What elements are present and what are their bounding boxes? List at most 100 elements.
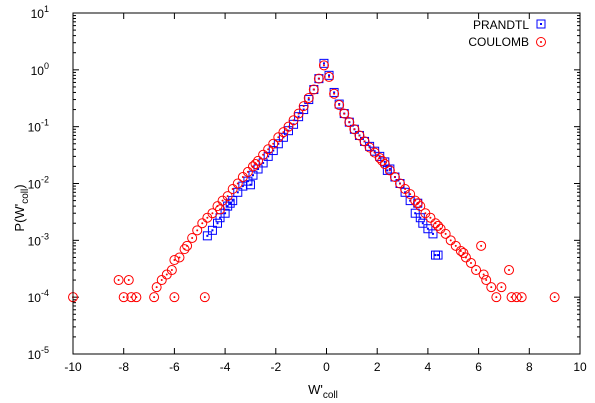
data-point-center-prandtl xyxy=(307,98,310,101)
data-point-center-prandtl xyxy=(338,103,341,106)
data-point-prandtl xyxy=(428,229,438,239)
data-point-coulomb xyxy=(433,220,444,231)
data-point-coulomb xyxy=(455,245,466,256)
data-point-center-coulomb xyxy=(409,193,412,196)
data-point-coulomb xyxy=(458,247,469,258)
data-point-prandtl xyxy=(207,225,217,235)
data-point-center-prandtl xyxy=(272,149,275,152)
data-point-center-coulomb xyxy=(437,224,440,227)
data-point-center-coulomb xyxy=(520,296,523,299)
data-point-center-prandtl xyxy=(216,222,219,225)
x-tick-label: -8 xyxy=(118,360,129,374)
data-point-center-coulomb xyxy=(322,64,325,67)
data-point-coulomb xyxy=(425,212,436,223)
data-point-coulomb xyxy=(179,244,190,255)
data-point-center-coulomb xyxy=(178,256,181,259)
data-point-center-prandtl xyxy=(419,216,422,219)
data-point-coulomb xyxy=(212,201,223,212)
data-point-center-coulomb xyxy=(251,165,254,168)
data-point-center-coulomb xyxy=(343,112,346,115)
legend-marker-prandtl xyxy=(536,19,546,29)
data-point-coulomb xyxy=(242,166,253,177)
data-point-center-coulomb xyxy=(454,244,457,247)
data-point-center-coulomb xyxy=(246,170,249,173)
data-point-center-prandtl xyxy=(219,216,222,219)
data-point-coulomb xyxy=(118,292,129,303)
data-point-center-coulomb xyxy=(191,236,194,239)
data-point-center-coulomb xyxy=(373,151,376,154)
data-point-center-prandtl xyxy=(414,212,417,215)
y-axis-label-close: ) xyxy=(12,184,27,188)
data-point-coulomb xyxy=(298,101,309,112)
y-tick-label: 100 xyxy=(31,61,49,78)
data-point-coulomb xyxy=(476,240,487,251)
data-point-center-coulomb xyxy=(254,163,257,166)
data-point-coulomb xyxy=(232,178,243,189)
data-point-coulomb xyxy=(445,235,456,246)
data-point-center-coulomb xyxy=(424,212,427,215)
data-point-prandtl xyxy=(410,208,420,218)
data-point-coulomb xyxy=(258,149,269,160)
data-point-coulomb xyxy=(435,223,446,234)
y-tick-label: 10-5 xyxy=(28,345,49,362)
data-point-center-coulomb xyxy=(449,239,452,242)
data-point-coulomb xyxy=(215,204,226,215)
data-point-center-coulomb xyxy=(282,131,285,134)
data-point-coulomb xyxy=(369,147,380,158)
data-point-coulomb xyxy=(334,100,345,111)
data-point-center-coulomb xyxy=(485,279,488,282)
data-point-coulomb xyxy=(303,92,314,103)
data-point-prandtl xyxy=(278,132,288,142)
data-point-center-prandtl xyxy=(409,199,412,202)
data-point-coulomb xyxy=(166,265,177,276)
data-point-coulomb xyxy=(478,269,489,280)
data-point-center-prandtl xyxy=(262,161,265,164)
data-point-center-coulomb xyxy=(508,269,511,272)
data-point-coulomb xyxy=(174,252,185,263)
data-point-center-coulomb xyxy=(292,119,295,122)
data-point-center-coulomb xyxy=(196,229,199,232)
data-point-coulomb xyxy=(324,71,335,82)
data-point-center-prandtl xyxy=(421,222,424,225)
data-point-center-coulomb xyxy=(333,92,336,95)
data-point-center-coulomb xyxy=(462,251,465,254)
y-tick-label: 10-2 xyxy=(28,175,49,192)
data-point-coulomb xyxy=(465,257,476,268)
data-point-center-prandtl xyxy=(257,167,260,170)
y-tick-label: 10-3 xyxy=(28,231,49,248)
data-point-prandtl xyxy=(263,151,273,161)
x-tick-label: -6 xyxy=(169,360,180,374)
data-point-coulomb xyxy=(491,292,502,303)
data-point-center-prandtl xyxy=(297,115,300,118)
data-point-center-prandtl xyxy=(373,150,376,153)
data-point-center-coulomb xyxy=(553,296,556,299)
data-point-center-prandtl xyxy=(282,136,285,139)
data-point-coulomb xyxy=(486,282,497,293)
x-tick-label: -10 xyxy=(64,360,82,374)
data-point-coulomb xyxy=(253,155,264,166)
data-point-center-prandtl xyxy=(236,191,239,194)
data-point-center-prandtl xyxy=(328,74,331,77)
data-point-coulomb xyxy=(227,184,238,195)
legend-label-coulomb: COULOMB xyxy=(468,35,529,49)
data-point-center-coulomb xyxy=(338,104,341,107)
data-point-coulomb xyxy=(364,142,375,153)
data-point-center-coulomb xyxy=(490,286,493,289)
data-point-center-prandtl xyxy=(231,199,234,202)
data-point-coulomb xyxy=(481,275,492,286)
data-point-coulomb xyxy=(384,165,395,176)
data-point-center-coulomb xyxy=(393,176,396,179)
legend-marker-prandtl-inner xyxy=(540,23,542,25)
data-point-center-coulomb xyxy=(307,96,310,99)
data-point-center-coulomb xyxy=(429,216,432,219)
data-point-center-coulomb xyxy=(221,199,224,202)
data-point-center-coulomb xyxy=(203,296,206,299)
data-point-center-coulomb xyxy=(262,153,265,156)
data-point-center-prandtl xyxy=(388,167,391,170)
data-point-coulomb xyxy=(471,265,482,276)
data-point-center-coulomb xyxy=(135,296,138,299)
data-point-coulomb xyxy=(123,275,134,286)
data-point-center-prandtl xyxy=(426,227,429,230)
data-point-coulomb xyxy=(293,108,304,119)
